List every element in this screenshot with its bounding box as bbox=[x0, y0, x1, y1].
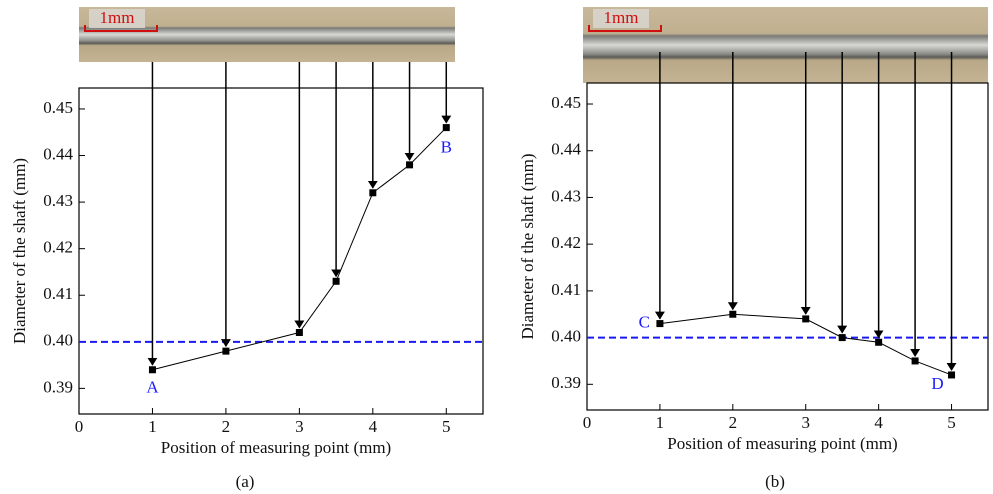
data-point bbox=[838, 334, 846, 342]
y-tick-label: 0.40 bbox=[43, 331, 73, 350]
y-tick-label: 0.42 bbox=[43, 238, 73, 257]
y-tick-label: 0.40 bbox=[551, 326, 581, 345]
caption: (a) bbox=[236, 472, 255, 491]
data-point bbox=[222, 347, 230, 355]
scale-bar-label: 1mm bbox=[100, 8, 135, 27]
x-axis-label: Position of measuring point (mm) bbox=[667, 434, 897, 453]
x-tick-label: 4 bbox=[874, 413, 883, 432]
x-tick-label: 3 bbox=[295, 417, 304, 436]
annotation: D bbox=[931, 374, 943, 393]
y-axis-label: Diameter of the shaft (mm) bbox=[10, 158, 29, 344]
y-tick-label: 0.44 bbox=[551, 140, 581, 159]
annotation: A bbox=[146, 378, 159, 397]
annotation: C bbox=[639, 312, 650, 331]
y-tick-label: 0.43 bbox=[551, 186, 581, 205]
y-tick-label: 0.45 bbox=[43, 98, 73, 117]
y-tick-label: 0.43 bbox=[43, 191, 73, 210]
x-tick-label: 2 bbox=[729, 413, 738, 432]
plot-frame bbox=[586, 82, 989, 411]
data-point bbox=[729, 310, 737, 318]
y-tick-label: 0.39 bbox=[43, 377, 73, 396]
data-point bbox=[369, 189, 377, 197]
data-point bbox=[332, 277, 340, 285]
x-tick-label: 2 bbox=[222, 417, 231, 436]
scale-bar-label-box bbox=[89, 9, 145, 28]
data-point bbox=[295, 329, 303, 336]
y-tick-label: 0.41 bbox=[43, 284, 73, 303]
scale-bar bbox=[84, 25, 158, 32]
y-tick-label: 0.45 bbox=[551, 93, 581, 112]
data-line bbox=[659, 313, 952, 376]
caption: (b) bbox=[765, 472, 785, 491]
scale-bar bbox=[588, 25, 662, 32]
x-axis-label: Position of measuring point (mm) bbox=[161, 438, 391, 457]
x-tick-label: 5 bbox=[442, 417, 451, 436]
data-point bbox=[911, 357, 919, 365]
data-point bbox=[875, 338, 883, 346]
y-tick-label: 0.39 bbox=[551, 373, 581, 392]
data-point bbox=[656, 320, 664, 328]
x-tick-label: 4 bbox=[369, 417, 378, 436]
x-tick-label: 0 bbox=[583, 413, 592, 432]
y-tick-label: 0.41 bbox=[551, 280, 581, 299]
data-point bbox=[802, 315, 810, 323]
y-tick-label: 0.44 bbox=[43, 144, 73, 163]
data-point bbox=[442, 124, 450, 132]
x-tick-label: 1 bbox=[148, 417, 157, 436]
data-point bbox=[406, 161, 414, 169]
scale-bar-label: 1mm bbox=[604, 8, 639, 27]
x-tick-label: 1 bbox=[656, 413, 665, 432]
plot-frame bbox=[78, 87, 484, 415]
x-tick-label: 3 bbox=[801, 413, 810, 432]
scale-bar-label-box bbox=[593, 9, 649, 28]
data-point bbox=[148, 366, 156, 374]
data-point bbox=[948, 371, 956, 379]
x-tick-label: 0 bbox=[75, 417, 84, 436]
annotation: B bbox=[441, 137, 452, 156]
shaft-photo bbox=[583, 7, 988, 83]
y-axis-label: Diameter of the shaft (mm) bbox=[518, 154, 537, 340]
y-tick-label: 0.42 bbox=[551, 233, 581, 252]
x-tick-label: 5 bbox=[947, 413, 956, 432]
